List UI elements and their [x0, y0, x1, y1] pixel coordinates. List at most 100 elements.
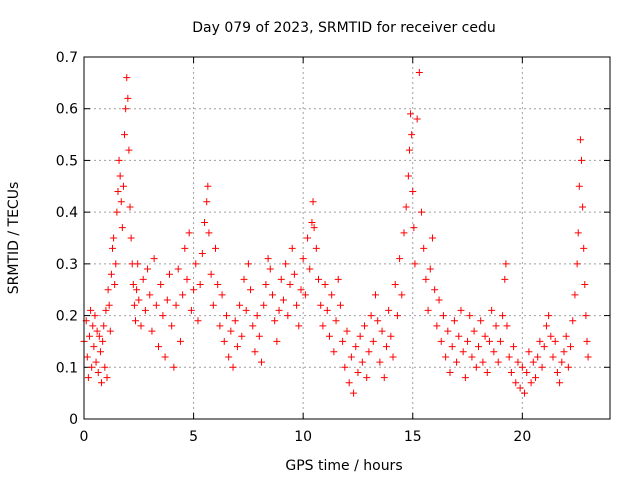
data-point	[132, 317, 140, 325]
data-point	[347, 353, 355, 361]
data-point	[404, 172, 412, 180]
data-point	[457, 306, 465, 314]
data-point	[369, 337, 377, 345]
data-point	[400, 229, 408, 237]
data-point	[365, 348, 373, 356]
data-point	[253, 312, 261, 320]
data-point	[536, 337, 544, 345]
data-point	[93, 327, 101, 335]
data-point	[139, 275, 147, 283]
data-point	[564, 363, 572, 371]
data-point	[255, 332, 263, 340]
data-point	[242, 306, 250, 314]
data-point	[574, 229, 582, 237]
data-point	[262, 281, 270, 289]
data-point	[105, 301, 113, 309]
data-point	[260, 301, 268, 309]
data-point	[356, 332, 364, 340]
data-point	[538, 363, 546, 371]
data-point	[501, 275, 509, 283]
data-point	[448, 343, 456, 351]
data-point	[442, 353, 450, 361]
data-point	[134, 260, 142, 268]
data-point	[382, 343, 390, 351]
data-point	[556, 379, 564, 387]
data-point	[492, 322, 500, 330]
y-tick-label: 0.2	[56, 309, 78, 325]
data-point	[466, 312, 474, 320]
data-point	[371, 291, 379, 299]
data-point	[378, 327, 386, 335]
data-point	[470, 327, 478, 335]
data-point	[350, 389, 358, 397]
data-point	[385, 306, 393, 314]
data-points	[80, 69, 592, 397]
data-point	[547, 332, 555, 340]
data-point	[393, 312, 401, 320]
data-point	[424, 306, 432, 314]
data-point	[332, 317, 340, 325]
data-point	[293, 301, 301, 309]
data-point	[549, 353, 557, 361]
data-point	[309, 198, 317, 206]
data-point	[374, 317, 382, 325]
data-point	[102, 306, 110, 314]
data-point	[407, 110, 415, 118]
data-point	[170, 363, 178, 371]
data-point	[266, 265, 274, 273]
data-point	[85, 332, 93, 340]
data-point	[571, 291, 579, 299]
data-point	[518, 363, 526, 371]
data-point	[148, 327, 156, 335]
data-point	[121, 131, 129, 139]
data-point	[106, 327, 114, 335]
chart-title: Day 079 of 2023, SRMTID for receiver ced…	[192, 20, 495, 36]
y-tick-label: 0.1	[56, 360, 78, 376]
data-point	[439, 312, 447, 320]
data-point	[580, 244, 588, 252]
data-point	[203, 198, 211, 206]
data-point	[104, 286, 112, 294]
data-point	[92, 358, 100, 366]
data-point	[354, 368, 362, 376]
data-point	[249, 322, 257, 330]
data-point	[525, 348, 533, 356]
data-point	[398, 291, 406, 299]
data-point	[367, 312, 375, 320]
data-point	[231, 317, 239, 325]
data-point	[319, 322, 327, 330]
data-point	[437, 337, 445, 345]
data-point	[483, 368, 491, 376]
y-tick-label: 0.3	[56, 257, 78, 273]
data-point	[431, 286, 439, 294]
data-point	[277, 275, 285, 283]
data-point	[214, 281, 222, 289]
y-tick-label: 0.7	[56, 50, 78, 66]
y-axis-label: SRMTID / TECUs	[6, 182, 22, 295]
data-point	[345, 379, 353, 387]
data-point	[531, 374, 539, 382]
data-point	[207, 270, 215, 278]
data-point	[94, 368, 102, 376]
data-point	[502, 260, 510, 268]
data-point	[358, 358, 366, 366]
data-point	[472, 363, 480, 371]
data-point	[146, 291, 154, 299]
data-point	[579, 203, 587, 211]
data-point	[315, 275, 323, 283]
data-point	[111, 281, 119, 289]
data-point	[89, 322, 97, 330]
data-point	[410, 224, 418, 232]
x-axis-label: GPS time / hours	[285, 458, 402, 474]
data-point	[238, 332, 246, 340]
data-point	[222, 312, 230, 320]
data-point	[477, 317, 485, 325]
data-point	[127, 234, 135, 242]
data-point	[125, 146, 133, 154]
data-point	[192, 260, 200, 268]
data-point	[521, 389, 529, 397]
data-point	[113, 208, 121, 216]
data-point	[290, 270, 298, 278]
data-point	[264, 255, 272, 263]
data-point	[268, 291, 276, 299]
